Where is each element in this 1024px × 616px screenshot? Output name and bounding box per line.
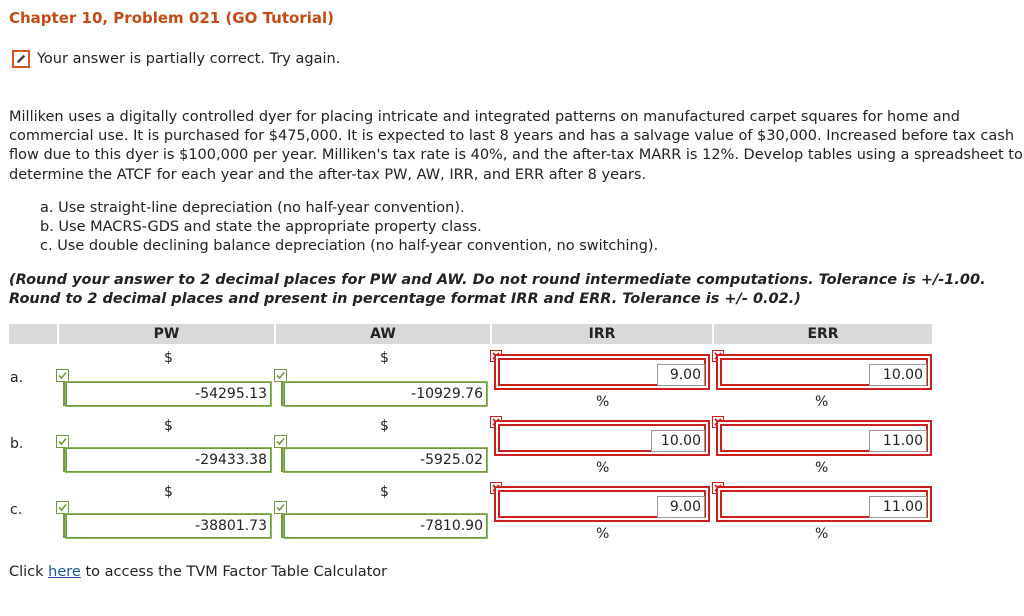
- pw-bracket-a: [63, 382, 68, 406]
- footer-suffix: to access the TVM Factor Table Calculato…: [80, 564, 388, 580]
- pw-dollar-b: $: [164, 418, 173, 434]
- aw-input-b[interactable]: -5925.02: [284, 448, 487, 472]
- err-percent-b: %: [815, 460, 829, 476]
- pw-dollar-a: $: [164, 350, 173, 366]
- footer-prefix: Click: [9, 564, 49, 580]
- row-label-b: b.: [10, 436, 24, 452]
- check-icon: [56, 501, 69, 514]
- aw-dollar-b: $: [380, 418, 389, 434]
- check-icon: [56, 435, 69, 448]
- status-text: Your answer is partially correct. Try ag…: [37, 51, 341, 67]
- check-icon: [274, 501, 287, 514]
- irr-field-c[interactable]: 9.00: [494, 486, 710, 522]
- header-irr: IRR: [492, 324, 712, 344]
- aw-input-c[interactable]: -7810.90: [284, 514, 487, 538]
- part-a: a. Use straight-line depreciation (no ha…: [40, 200, 465, 216]
- check-icon: [274, 435, 287, 448]
- tvm-calculator-line: Click here to access the TVM Factor Tabl…: [9, 564, 387, 580]
- err-field-a[interactable]: 10.00: [716, 354, 932, 390]
- pw-input-a[interactable]: -54295.13: [66, 382, 271, 406]
- pencil-icon: [12, 50, 30, 68]
- pw-bracket-c: [63, 514, 68, 538]
- err-input-c[interactable]: 11.00: [869, 496, 927, 518]
- pw-input-b[interactable]: -29433.38: [66, 448, 271, 472]
- err-input-b[interactable]: 11.00: [869, 430, 927, 452]
- check-icon: [274, 369, 287, 382]
- header-err: ERR: [714, 324, 932, 344]
- irr-input-c[interactable]: 9.00: [657, 496, 705, 518]
- part-c: c. Use double declining balance deprecia…: [40, 238, 659, 254]
- page-title: Chapter 10, Problem 021 (GO Tutorial): [9, 9, 334, 27]
- aw-dollar-c: $: [380, 484, 389, 500]
- answer-status: Your answer is partially correct. Try ag…: [12, 50, 340, 68]
- irr-percent-b: %: [596, 460, 610, 476]
- err-percent-a: %: [815, 394, 829, 410]
- irr-input-a[interactable]: 9.00: [657, 364, 705, 386]
- header-blank: [9, 324, 57, 344]
- problem-parts: a. Use straight-line depreciation (no ha…: [40, 199, 658, 256]
- aw-bracket-b: [281, 448, 286, 472]
- err-field-b[interactable]: 11.00: [716, 420, 932, 456]
- err-field-c[interactable]: 11.00: [716, 486, 932, 522]
- err-input-a[interactable]: 10.00: [869, 364, 927, 386]
- pw-dollar-c: $: [164, 484, 173, 500]
- irr-percent-a: %: [596, 394, 610, 410]
- header-pw: PW: [59, 324, 274, 344]
- check-icon: [56, 369, 69, 382]
- irr-percent-c: %: [596, 526, 610, 542]
- aw-input-a[interactable]: -10929.76: [284, 382, 487, 406]
- irr-field-a[interactable]: 9.00: [494, 354, 710, 390]
- pw-bracket-b: [63, 448, 68, 472]
- part-b: b. Use MACRS-GDS and state the appropria…: [40, 219, 482, 235]
- err-percent-c: %: [815, 526, 829, 542]
- irr-input-b[interactable]: 10.00: [651, 430, 705, 452]
- aw-bracket-a: [281, 382, 286, 406]
- header-aw: AW: [276, 324, 490, 344]
- problem-statement: Milliken uses a digitally controlled dye…: [9, 109, 1023, 183]
- pw-input-c[interactable]: -38801.73: [66, 514, 271, 538]
- aw-dollar-a: $: [380, 350, 389, 366]
- tvm-calculator-link[interactable]: here: [48, 564, 81, 580]
- rounding-instructions: (Round your answer to 2 decimal places f…: [9, 272, 986, 308]
- aw-bracket-c: [281, 514, 286, 538]
- irr-field-b[interactable]: 10.00: [494, 420, 710, 456]
- row-label-c: c.: [10, 502, 23, 518]
- row-label-a: a.: [10, 370, 24, 386]
